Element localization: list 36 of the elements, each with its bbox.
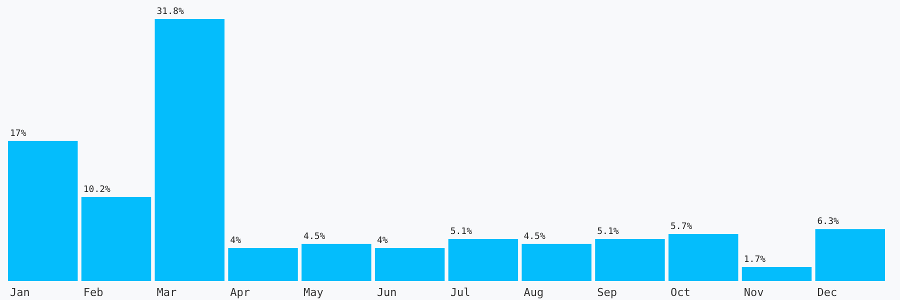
- data-label: 10.2%: [83, 184, 112, 195]
- bar: [595, 238, 665, 281]
- x-tick-label: Mar: [156, 286, 178, 299]
- bar: [668, 234, 738, 281]
- data-label: 5.7%: [670, 222, 693, 232]
- bar: [302, 244, 372, 281]
- bar: [522, 244, 592, 281]
- data-label: 4.5%: [524, 232, 546, 242]
- data-label: 4%: [230, 236, 242, 246]
- x-tick-label: Nov: [744, 286, 764, 299]
- data-label: 4%: [376, 236, 388, 246]
- data-label: 6.3%: [817, 217, 840, 228]
- data-label: 31.8%: [156, 7, 184, 17]
- x-tick-label: Jul: [450, 286, 470, 299]
- data-label: 1.7%: [744, 254, 766, 265]
- data-label: 17%: [10, 128, 27, 139]
- data-label: 4.5%: [304, 232, 326, 242]
- x-tick-label: Sep: [597, 286, 617, 299]
- bar: [742, 266, 812, 281]
- x-tick-label: Dec: [817, 286, 838, 299]
- x-tick-label: Aug: [524, 286, 544, 299]
- bar: [154, 19, 224, 281]
- data-label: 5.1%: [597, 226, 620, 237]
- bar: [81, 196, 152, 281]
- bar: [815, 229, 885, 281]
- bar: [374, 248, 445, 281]
- x-tick-label: Feb: [83, 286, 104, 299]
- x-tick-label: Oct: [670, 286, 690, 299]
- x-tick-label: Jan: [10, 286, 30, 299]
- bar: [228, 248, 298, 281]
- bar: [448, 238, 518, 281]
- x-tick-label: May: [304, 286, 324, 299]
- x-tick-label: Jun: [376, 286, 397, 299]
- x-tick-label: Apr: [230, 286, 250, 299]
- bar: [8, 140, 78, 281]
- data-label: 5.1%: [450, 226, 473, 237]
